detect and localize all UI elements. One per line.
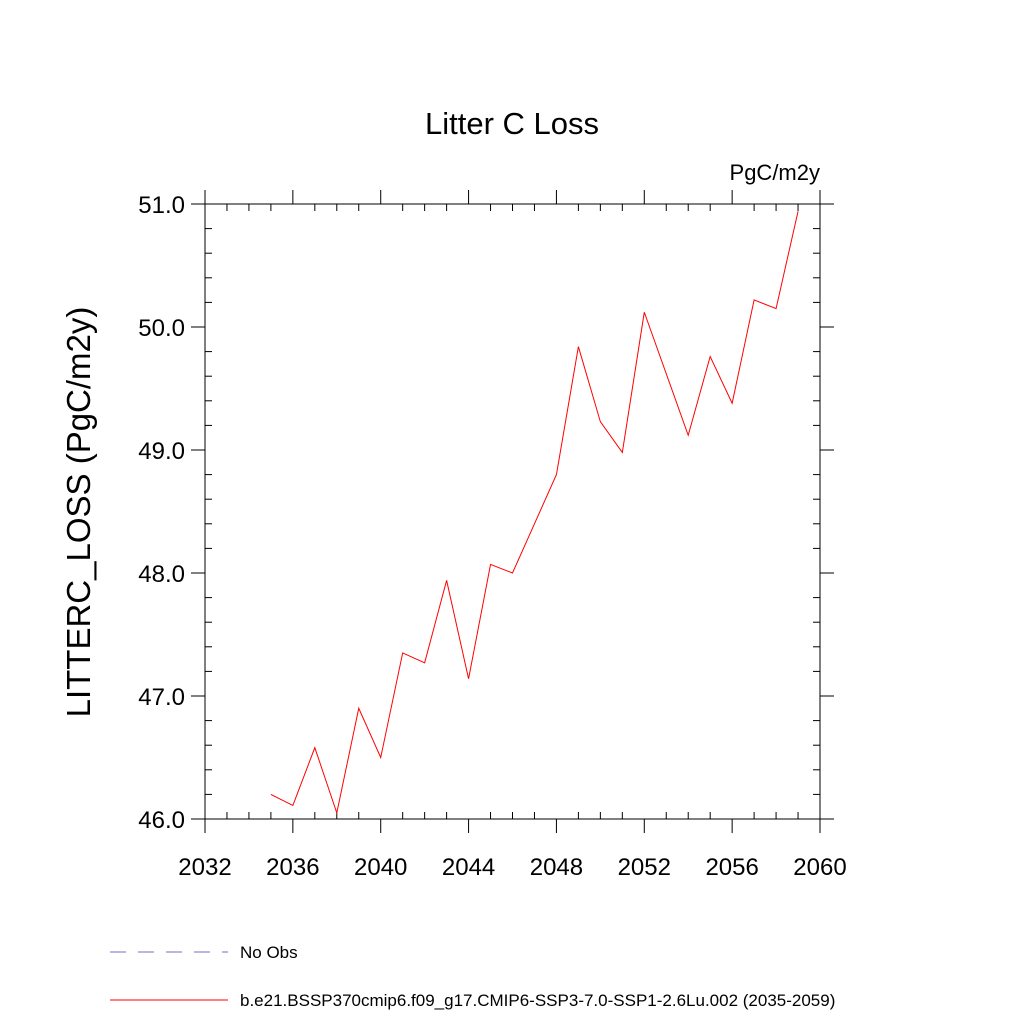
y-tick-label: 49.0 (138, 438, 185, 465)
units-label: PgC/m2y (730, 160, 820, 185)
legend: No Obs b.e21.BSSP370cmip6.f09_g17.CMIP6-S… (110, 943, 835, 1010)
axis-tick-labels: 2032 2036 2040 2044 2048 2052 2056 2060 46.0 47.0… (138, 192, 846, 881)
y-axis-title: LITTERC_LOSS (PgC/m2y) (60, 307, 97, 718)
axis-ticks (191, 190, 834, 833)
x-tick-label: 2056 (705, 854, 758, 881)
x-tick-label: 2032 (178, 854, 231, 881)
x-tick-label: 2060 (793, 854, 846, 881)
x-tick-label: 2036 (266, 854, 319, 881)
legend-label: b.e21.BSSP370cmip6.f09_g17.CMIP6-SSP3-7.… (240, 991, 835, 1010)
y-tick-label: 51.0 (138, 192, 185, 219)
x-tick-label: 2040 (354, 854, 407, 881)
legend-label: No Obs (240, 943, 298, 962)
series-line (270, 211, 799, 815)
chart-title: Litter C Loss (425, 106, 599, 141)
y-tick-label: 46.0 (138, 807, 185, 834)
y-tick-label: 47.0 (138, 684, 185, 711)
plot-frame (204, 203, 821, 820)
x-tick-label: 2048 (530, 854, 583, 881)
x-tick-label: 2052 (618, 854, 671, 881)
series-layer (270, 211, 799, 815)
y-tick-label: 48.0 (138, 561, 185, 588)
y-tick-label: 50.0 (138, 315, 185, 342)
x-tick-label: 2044 (442, 854, 495, 881)
